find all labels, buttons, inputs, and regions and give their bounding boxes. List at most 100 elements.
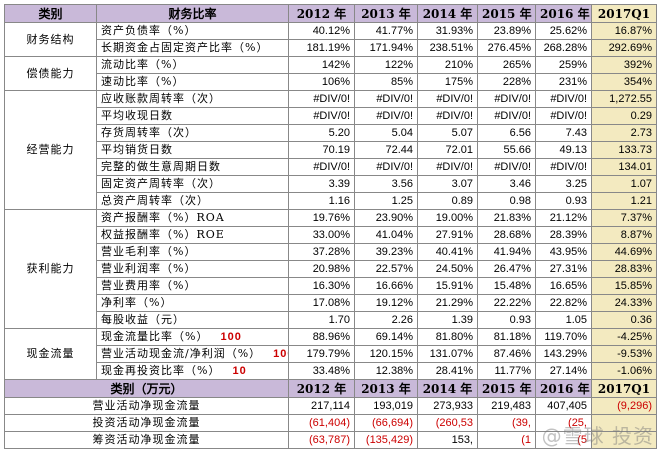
value-cell [591,414,657,432]
ratio-header-cell: 2014 年 [417,4,478,23]
ratio-name-cell: 流动比率（%） [96,56,289,74]
ratio-name-cell: 应收账款周转率（次） [96,90,289,108]
cash-header-cell: 2013 年 [354,379,418,398]
value-cell: 16.87% [591,22,657,40]
value-cell: 238.51% [417,39,478,57]
value-cell: #DIV/0! [288,90,355,108]
value-cell: 3.39 [288,175,355,193]
table-row: 长期资金占固定资产比率（%） 181.19% 171.94% 238.51% 276.4… [5,39,657,57]
value-cell: (135,429) [354,431,418,449]
value-cell: 40.41% [417,243,478,261]
value-cell: 41.04% [354,226,418,244]
value-cell: 23.90% [354,209,418,227]
value-cell: #DIV/0! [477,158,536,176]
value-cell: 1,272.55 [591,90,657,108]
cash-header-cell: 2014 年 [417,379,478,398]
ratio-name: 权益报酬率（%）ROE [101,228,225,241]
ratio-header-cell: 2012 年 [288,4,355,23]
value-cell: (61,404) [288,414,355,432]
value-cell: 39.23% [354,243,418,261]
table-row: 平均收现日数 #DIV/0! #DIV/0! #DIV/0! #DIV/0! #DIV/0… [5,107,657,125]
value-cell: 22.57% [354,260,418,278]
value-cell: 5.20 [288,124,355,142]
value-cell: 81.80% [417,328,478,346]
ratio-name: 净利率（%） [101,296,173,309]
table-row: 固定资产周转率（次） 3.39 3.56 3.07 3.46 3.25 1.07 [5,175,657,193]
value-cell: 27.31% [535,260,592,278]
table-row: 营业利润率（%） 20.98% 22.57% 24.50% 26.47% 27.31% 28… [5,260,657,278]
ratio-name-cell: 平均收现日数 [96,107,289,125]
value-cell: 153, [417,431,478,449]
value-cell: 16.65% [535,277,592,295]
value-cell [591,431,657,449]
value-cell: 27.91% [417,226,478,244]
value-cell: 407,405 [535,397,592,415]
ratio-name-cell: 固定资产周转率（次） [96,175,289,193]
value-cell: 0.36 [591,311,657,329]
value-cell: 11.77% [477,362,536,380]
value-cell: 43.95% [535,243,592,261]
value-cell: 231% [535,73,592,91]
value-cell: 0.98 [477,192,536,210]
category-cell: 偿债能力 [4,56,97,91]
value-cell: 87.46% [477,345,536,363]
ratio-name: 固定资产周转率（次） [101,177,221,190]
value-cell: #DIV/0! [417,90,478,108]
ratio-name-cell: 营业活动现金流/净利润（%） 100 [96,345,289,363]
ratio-name: 营业毛利率（%） [101,245,197,258]
value-cell: 26.47% [477,260,536,278]
value-cell: 81.18% [477,328,536,346]
value-cell: 131.07% [417,345,478,363]
ratio-header-cell: 2015 年 [477,4,536,23]
value-cell: #DIV/0! [354,158,418,176]
value-cell: 392% [591,56,657,74]
cash-header-cell: 2012 年 [288,379,355,398]
value-cell: #DIV/0! [535,90,592,108]
value-cell: 23.89% [477,22,536,40]
value-cell: 17.08% [288,294,355,312]
benchmark-mark: 10 [232,365,247,377]
ratio-name-cell: 每股收益（元） [96,311,289,329]
table-row: 经营能力 应收账款周转率（次） #DIV/0! #DIV/0! #DIV/0! #DIV/… [4,90,657,210]
table-row: 获利能力 资产报酬率（%）ROA 19.76% 23.90% 19.00% 21.83% 2… [4,209,657,329]
ratio-name: 长期资金占固定资产比率（%） [101,41,269,54]
value-cell: 292.69% [591,39,657,57]
value-cell: 273,933 [417,397,478,415]
value-cell: 3.56 [354,175,418,193]
cash-header-row: 类别（万元） 2012 年 2013 年 2014 年 2015 年 2016 年 2017… [4,379,657,398]
cash-header-cell: 2016 年 [535,379,592,398]
ratio-name: 现金再投资比率（%） [101,364,221,377]
value-cell: 28.41% [417,362,478,380]
cash-item-name: 营业活动净现金流量 [4,397,289,415]
ratio-name: 流动比率（%） [101,58,185,71]
value-cell: 33.48% [288,362,355,380]
ratio-name: 营业活动现金流/净利润（%） [101,347,262,360]
cash-flow-table: 类别（万元） 2012 年 2013 年 2014 年 2015 年 2016 年 2017… [4,379,657,449]
value-cell: 21.12% [535,209,592,227]
value-cell: 72.44 [354,141,418,159]
value-cell: 19.00% [417,209,478,227]
value-cell: #DIV/0! [477,90,536,108]
value-cell: 228% [477,73,536,91]
value-cell: 219,483 [477,397,536,415]
value-cell: 210% [417,56,478,74]
value-cell: 1.70 [288,311,355,329]
table-row: 财务结构 资产负债率（%） 40.12% 41.77% 31.93% 23.89% 25.6… [4,22,657,57]
value-cell: -1.06% [591,362,657,380]
ratio-name-cell: 营业费用率（%） [96,277,289,295]
value-cell: 33.00% [288,226,355,244]
value-cell: #DIV/0! [477,107,536,125]
value-cell: 28.68% [477,226,536,244]
ratio-header-cell: 2013 年 [354,4,418,23]
value-cell: 1.21 [591,192,657,210]
value-cell: 24.50% [417,260,478,278]
value-cell: 27.14% [535,362,592,380]
value-cell: 133.73 [591,141,657,159]
table-row: 速动比率（%） 106% 85% 175% 228% 231% 354% [5,73,657,91]
ratio-name-cell: 现金流量比率（%） 100 [96,328,289,346]
value-cell: 7.37% [591,209,657,227]
value-cell: 44.69% [591,243,657,261]
value-cell: 16.66% [354,277,418,295]
value-cell: (66,694) [354,414,418,432]
value-cell: 6.56 [477,124,536,142]
